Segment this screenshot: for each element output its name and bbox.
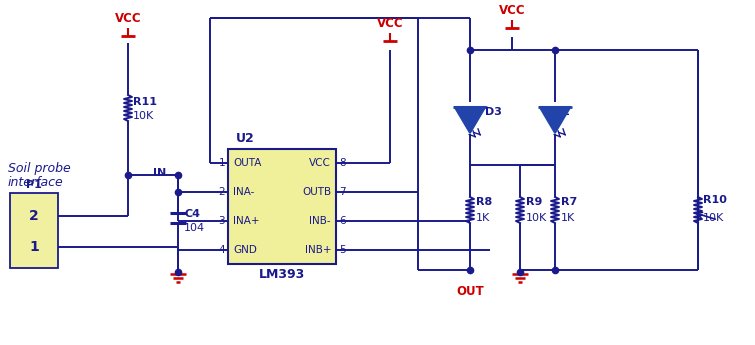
Text: 2: 2 <box>29 208 39 223</box>
Text: 7: 7 <box>339 187 346 197</box>
Text: 3: 3 <box>218 216 225 226</box>
Text: U2: U2 <box>236 132 254 145</box>
Text: OUTB: OUTB <box>302 187 331 197</box>
Text: GND: GND <box>233 245 257 255</box>
Text: 1: 1 <box>29 240 39 254</box>
Text: 5: 5 <box>339 245 346 255</box>
Text: INA+: INA+ <box>233 216 260 226</box>
Text: VCC: VCC <box>115 12 141 25</box>
Text: Soil probe: Soil probe <box>8 161 71 175</box>
Text: 1K: 1K <box>561 213 575 223</box>
Text: D3: D3 <box>485 107 502 117</box>
Text: 10K: 10K <box>703 213 724 223</box>
Text: 2: 2 <box>218 187 225 197</box>
Text: INB+: INB+ <box>304 245 331 255</box>
Text: 10K: 10K <box>526 213 547 223</box>
Text: 10K: 10K <box>133 111 154 121</box>
Text: VCC: VCC <box>377 17 403 30</box>
Text: OUTA: OUTA <box>233 158 261 168</box>
Text: 8: 8 <box>339 158 346 168</box>
Text: P1: P1 <box>26 180 42 190</box>
Text: OUT: OUT <box>456 285 484 298</box>
Text: 104: 104 <box>184 223 205 233</box>
Text: 6: 6 <box>339 216 346 226</box>
Text: IN: IN <box>153 168 166 178</box>
Text: VCC: VCC <box>499 4 525 17</box>
Polygon shape <box>455 107 485 133</box>
Text: INA-: INA- <box>233 187 254 197</box>
Text: R8: R8 <box>476 197 492 207</box>
Text: R7: R7 <box>561 197 578 207</box>
Text: VCC: VCC <box>309 158 331 168</box>
Text: LM393: LM393 <box>259 268 305 281</box>
Text: 1K: 1K <box>476 213 490 223</box>
Text: 4: 4 <box>218 245 225 255</box>
Text: R9: R9 <box>526 197 542 207</box>
FancyBboxPatch shape <box>228 149 336 264</box>
Text: D2: D2 <box>553 107 570 117</box>
Text: C4: C4 <box>184 209 200 219</box>
Text: R11: R11 <box>133 97 157 107</box>
Text: interface: interface <box>8 176 63 188</box>
Text: R10: R10 <box>703 195 727 205</box>
Polygon shape <box>539 107 571 133</box>
Text: 1: 1 <box>218 158 225 168</box>
Text: INB-: INB- <box>310 216 331 226</box>
FancyBboxPatch shape <box>10 193 58 268</box>
